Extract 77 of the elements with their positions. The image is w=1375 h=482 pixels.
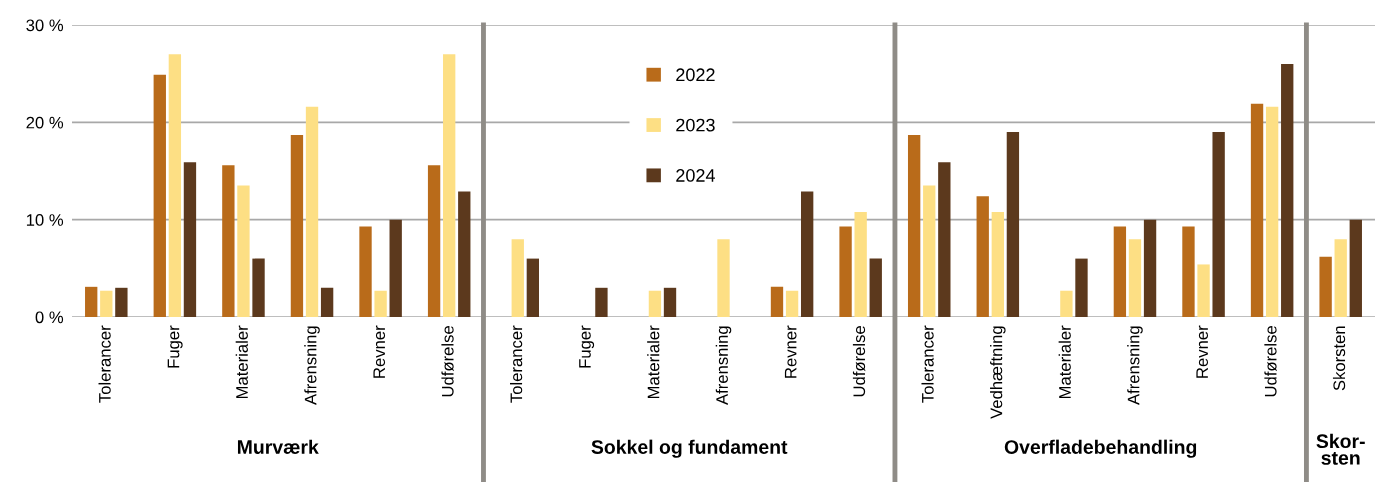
bar [1265, 106, 1279, 317]
bar [115, 287, 128, 317]
x-tick-label: Tolerancer [509, 325, 523, 403]
x-axis-title: Skor- sten [1316, 433, 1365, 465]
x-axis-title: Overfladebehandling [1004, 439, 1197, 458]
bar [648, 290, 662, 317]
y-tick-label: 0 % [35, 311, 64, 324]
bar [1006, 132, 1020, 317]
bar [907, 134, 921, 317]
x-tick-label: Tolerancer [98, 325, 111, 403]
bar [1281, 63, 1294, 317]
bar [991, 211, 1004, 317]
bar [1128, 239, 1142, 317]
bar [663, 287, 677, 317]
bar [359, 226, 372, 317]
bar [976, 196, 989, 317]
bar [1182, 226, 1195, 317]
x-axis-title: Murværk [237, 439, 319, 454]
x-axis-title: Sokkel og fundament [591, 439, 788, 458]
bar [153, 74, 166, 317]
bar [1060, 290, 1073, 317]
bar [389, 219, 402, 317]
x-tick-label: Fuger [167, 325, 183, 368]
bar [869, 258, 882, 317]
bar [100, 290, 113, 317]
bar [938, 162, 951, 317]
bar [1075, 258, 1088, 317]
x-tick-label: Udførelse [852, 326, 866, 397]
x-tick-label: Udførelse [441, 326, 454, 397]
x-tick-label: Skorsten [1332, 326, 1346, 391]
x-tick-label: Fuger [579, 325, 595, 368]
bar [770, 286, 784, 317]
x-tick-label: Materialer [1058, 325, 1071, 399]
x-tick-label: Tolerancer [921, 325, 934, 403]
bar [1197, 264, 1210, 317]
bar [1212, 132, 1225, 317]
legend-label: 2023 [676, 118, 715, 132]
bar [1143, 219, 1157, 317]
bar [839, 226, 852, 317]
bar [1113, 226, 1127, 317]
x-tick-label: Afrensning [304, 326, 320, 405]
bar [595, 287, 608, 317]
bar [305, 106, 319, 317]
x-tick-label: Materialer [235, 325, 248, 399]
bar [168, 54, 182, 317]
bar [800, 191, 814, 317]
legend-label: 2024 [676, 169, 715, 182]
bar [785, 290, 799, 317]
x-tick-label: Afrensning [715, 326, 732, 405]
bar [511, 239, 524, 317]
y-tick-label: 10 % [26, 214, 64, 226]
bar [923, 185, 936, 317]
bar [717, 239, 730, 317]
bar [222, 165, 235, 317]
bar [85, 286, 98, 317]
bar [1250, 103, 1264, 317]
x-tick-label: Udførelse [1264, 326, 1277, 397]
bar [854, 211, 867, 317]
bar [183, 162, 197, 317]
bar [252, 258, 265, 317]
bar [443, 54, 456, 317]
y-tick-label: 20 % [26, 116, 64, 129]
x-tick-label: Materialer [647, 325, 660, 399]
bar [320, 287, 334, 317]
x-tick-label: Revner [784, 325, 797, 378]
bar [237, 185, 250, 317]
bar [374, 290, 387, 317]
x-tick-label: Revner [1196, 325, 1209, 378]
bar [427, 165, 441, 317]
x-tick-label: Afrensning [1127, 326, 1143, 405]
bar [526, 258, 540, 317]
bar [290, 134, 304, 317]
bar [458, 191, 471, 317]
x-tick-label: Revner [373, 325, 386, 378]
y-tick-label: 30 % [26, 19, 64, 32]
legend-label: 2022 [676, 68, 715, 82]
x-tick-label: Vedhæftning [990, 326, 1006, 419]
